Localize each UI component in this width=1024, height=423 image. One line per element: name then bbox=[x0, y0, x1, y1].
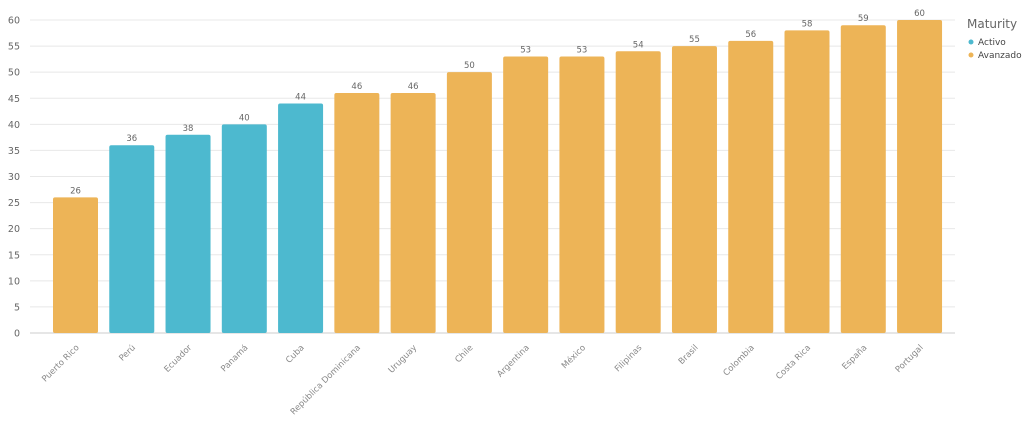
legend: Maturity Activo Avanzado bbox=[967, 17, 1022, 61]
y-tick-label: 25 bbox=[8, 198, 20, 209]
data-label: 36 bbox=[126, 134, 137, 144]
y-tick-label: 10 bbox=[8, 276, 20, 287]
x-tick-label: Argentina bbox=[495, 343, 531, 379]
x-tick-label: Cuba bbox=[284, 343, 307, 366]
x-tick-label: Colombia bbox=[722, 343, 757, 378]
x-tick-label: México bbox=[559, 342, 588, 371]
x-tick-label: Portugal bbox=[894, 343, 926, 375]
bar[interactable] bbox=[840, 25, 886, 333]
data-label: 53 bbox=[520, 46, 531, 56]
bar[interactable] bbox=[503, 56, 549, 334]
data-label: 54 bbox=[633, 40, 644, 50]
x-tick-label: Perú bbox=[117, 343, 137, 363]
bar[interactable] bbox=[334, 93, 380, 334]
y-tick-label: 40 bbox=[8, 120, 20, 131]
data-label: 44 bbox=[295, 92, 306, 102]
data-label: 59 bbox=[858, 14, 869, 24]
data-label: 55 bbox=[689, 35, 700, 45]
bar[interactable] bbox=[278, 103, 324, 333]
data-label: 46 bbox=[408, 82, 419, 92]
bar[interactable] bbox=[615, 51, 661, 334]
y-tick-label: 20 bbox=[8, 224, 20, 235]
data-label: 46 bbox=[351, 82, 362, 92]
x-tick-label: Costa Rica bbox=[774, 343, 813, 382]
x-tick-label: Panamá bbox=[219, 343, 250, 374]
y-tick-label: 5 bbox=[14, 302, 20, 313]
bar[interactable] bbox=[53, 197, 98, 333]
y-tick-label: 15 bbox=[8, 250, 20, 261]
bar[interactable] bbox=[390, 93, 436, 334]
y-tick-label: 55 bbox=[8, 42, 20, 53]
legend-item-avanzado[interactable]: Avanzado bbox=[968, 51, 1023, 61]
legend-marker-activo bbox=[968, 39, 974, 45]
bar[interactable] bbox=[446, 72, 492, 334]
legend-item-activo[interactable]: Activo bbox=[968, 38, 1007, 48]
data-label: 26 bbox=[70, 186, 81, 196]
y-tick-label: 35 bbox=[8, 146, 20, 157]
bar[interactable] bbox=[671, 46, 717, 333]
data-label: 38 bbox=[183, 124, 194, 134]
bars: 26 36 38 40 44 46 46 50 53 53 54 55 56 58 59 60 bbox=[53, 9, 943, 334]
data-label: 58 bbox=[802, 19, 813, 29]
data-label: 56 bbox=[745, 30, 756, 40]
x-axis: Puerto Rico Perú Ecuador Panamá CubaRepúblic… bbox=[40, 342, 925, 417]
bar[interactable] bbox=[221, 124, 267, 333]
data-label: 40 bbox=[239, 113, 250, 123]
bar[interactable] bbox=[784, 30, 830, 334]
y-axis: 0 5 10 15 20 25 30 35 40 45 50 55 60 bbox=[8, 16, 20, 340]
y-tick-label: 60 bbox=[8, 16, 20, 27]
data-label: 53 bbox=[577, 46, 588, 56]
legend-label-avanzado: Avanzado bbox=[978, 51, 1022, 61]
x-tick-label: Uruguay bbox=[387, 343, 420, 376]
y-tick-label: 50 bbox=[8, 68, 20, 79]
x-tick-label: Puerto Rico bbox=[40, 343, 81, 384]
legend-marker-avanzado bbox=[968, 52, 974, 58]
bar[interactable] bbox=[109, 145, 155, 333]
x-tick-label: España bbox=[840, 343, 869, 372]
x-tick-label: Brasil bbox=[677, 343, 701, 367]
legend-title: Maturity bbox=[967, 17, 1017, 31]
bar[interactable] bbox=[728, 40, 774, 333]
x-tick-label: Ecuador bbox=[163, 343, 195, 375]
legend-label-activo: Activo bbox=[978, 38, 1006, 48]
bar[interactable] bbox=[165, 134, 211, 333]
x-tick-label: Filipinas bbox=[613, 343, 645, 375]
bar[interactable] bbox=[559, 56, 605, 334]
x-tick-label: Chile bbox=[453, 343, 475, 365]
y-tick-label: 0 bbox=[14, 329, 20, 340]
data-label: 50 bbox=[464, 61, 475, 71]
data-label: 60 bbox=[914, 9, 925, 19]
y-tick-label: 30 bbox=[8, 172, 20, 183]
bar[interactable] bbox=[897, 20, 943, 333]
y-tick-label: 45 bbox=[8, 94, 20, 105]
